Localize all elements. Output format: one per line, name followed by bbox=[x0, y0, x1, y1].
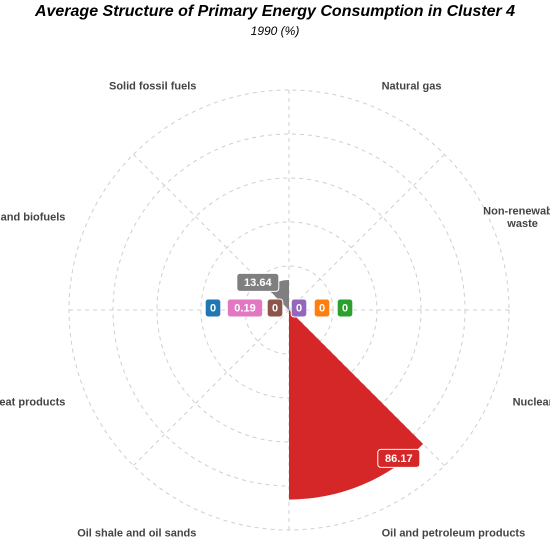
svg-text:0.19: 0.19 bbox=[234, 302, 255, 314]
axis-label-solid-fossil-fuels: Solid fossil fuels bbox=[109, 80, 196, 92]
svg-text:86.17: 86.17 bbox=[385, 453, 413, 465]
value-label-peat-and-peat-products: 0.19 bbox=[226, 298, 264, 318]
axis-label-natural-gas: Natural gas bbox=[382, 80, 442, 92]
svg-text:0: 0 bbox=[296, 302, 302, 314]
svg-text:13.64: 13.64 bbox=[244, 277, 272, 289]
value-label-oil-shale-and-oil-sands: 0 bbox=[266, 298, 284, 318]
value-label-solid-fossil-fuels: 13.64 bbox=[236, 272, 280, 292]
svg-text:0: 0 bbox=[272, 302, 278, 314]
wedge-oil-and-petroleum-products bbox=[289, 310, 424, 500]
value-label-nuclear-heat: 0 bbox=[336, 298, 354, 318]
axis-label-non-renewable-waste: Non-renewablewaste bbox=[483, 205, 550, 230]
axis-label-renewables-and-biofuels: Renewables and biofuels bbox=[0, 211, 65, 223]
svg-text:0: 0 bbox=[342, 302, 348, 314]
svg-text:0: 0 bbox=[210, 302, 216, 314]
grid-spoke bbox=[133, 309, 290, 466]
axis-labels: Natural gas Non-renewablewaste Nuclear hea… bbox=[0, 80, 550, 539]
axis-label-oil-and-petroleum-products: Oil and petroleum products bbox=[382, 528, 526, 540]
axis-label-peat-and-peat-products: Peat and peat products bbox=[0, 397, 65, 409]
axis-label-oil-shale-and-oil-sands: Oil shale and oil sands bbox=[77, 528, 196, 540]
value-label-renewables-and-biofuels: 0 bbox=[204, 298, 222, 318]
value-label-oil-and-petroleum-products: 86.17 bbox=[377, 448, 421, 468]
svg-text:0: 0 bbox=[319, 302, 325, 314]
grid-spoke bbox=[288, 154, 445, 311]
axis-label-nuclear-heat: Nuclear heat bbox=[513, 397, 550, 409]
value-label-natural-gas: 0 bbox=[290, 298, 308, 318]
value-label-non-renewable-waste: 0 bbox=[313, 298, 331, 318]
chart-title: Average Structure of Primary Energy Cons… bbox=[34, 3, 516, 20]
value-labels: 86.17 13.64 0 0.19 0 0 0 0 bbox=[204, 272, 421, 468]
chart-subtitle: 1990 (%) bbox=[250, 24, 300, 38]
